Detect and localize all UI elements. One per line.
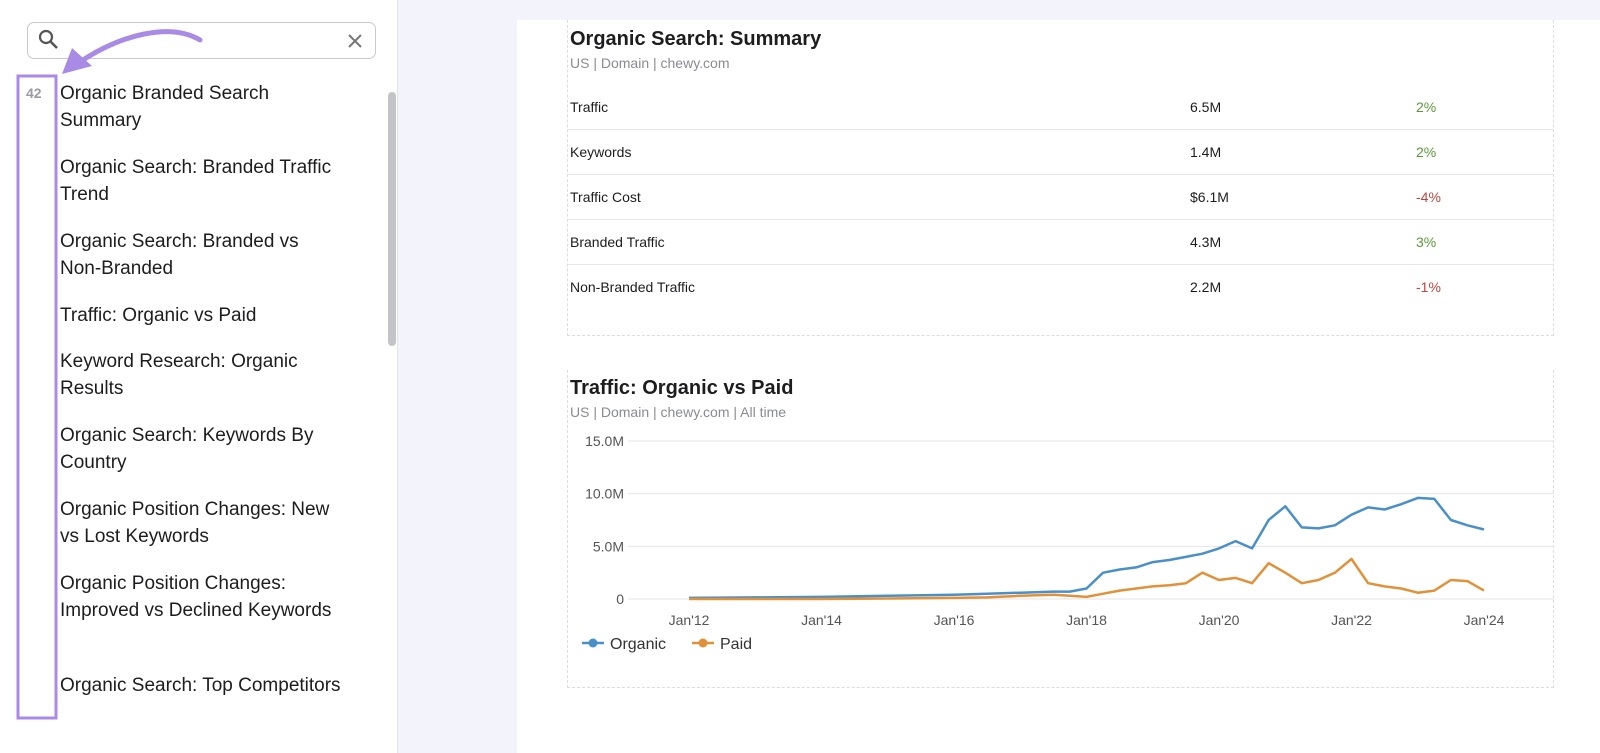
summary-title: Organic Search: Summary bbox=[570, 28, 822, 50]
menu-item[interactable]: Keyword Research: Organic Results bbox=[60, 351, 298, 399]
search-box[interactable] bbox=[27, 22, 376, 59]
y-tick-label: 10.0M bbox=[585, 486, 624, 502]
menu-item[interactable]: Traffic: Organic vs Paid bbox=[60, 305, 257, 326]
x-tick-label: Jan'22 bbox=[1331, 612, 1372, 628]
badge: 42 bbox=[26, 85, 42, 101]
x-tick-label: Jan'14 bbox=[801, 612, 842, 628]
search-icon bbox=[38, 29, 58, 49]
legend-label[interactable]: Paid bbox=[720, 636, 752, 653]
chart-title: Traffic: Organic vs Paid bbox=[570, 377, 794, 399]
value: $6.1M bbox=[1190, 189, 1229, 205]
menu-item[interactable]: Organic Search: Branded vs Non-Branded bbox=[60, 231, 299, 279]
y-tick-label: 0 bbox=[616, 591, 624, 607]
change: 2% bbox=[1416, 144, 1437, 160]
table-row: Non-Branded Traffic 2.2M -1% bbox=[568, 265, 1554, 310]
scrollbar[interactable] bbox=[388, 92, 396, 346]
value: 2.2M bbox=[1190, 279, 1222, 295]
series-line bbox=[688, 496, 1485, 600]
change: -4% bbox=[1416, 189, 1441, 205]
metric: Non-Branded Traffic bbox=[570, 279, 696, 295]
value: 1.4M bbox=[1190, 144, 1222, 160]
menu-item[interactable]: Organic Position Changes: New vs Lost Ke… bbox=[60, 499, 330, 547]
chart-subtitle: US | Domain | chewy.com | All time bbox=[570, 404, 787, 420]
report-area: Organic Search: Summary US | Domain | ch… bbox=[517, 20, 1600, 753]
value: 6.5M bbox=[1190, 99, 1222, 115]
metric: Traffic bbox=[570, 99, 609, 115]
summary-subtitle: US | Domain | chewy.com bbox=[570, 55, 730, 71]
summary-panel: Organic Search: Summary US | Domain | ch… bbox=[567, 20, 1554, 336]
metric: Branded Traffic bbox=[570, 234, 665, 250]
x-tick-label: Jan'24 bbox=[1464, 612, 1505, 628]
table-row: Traffic Cost $6.1M -4% bbox=[568, 175, 1554, 220]
table-row: Traffic 6.5M 2% bbox=[568, 85, 1554, 130]
y-tick-label: 15.0M bbox=[585, 433, 624, 449]
change: 3% bbox=[1416, 234, 1437, 250]
x-tick-label: Jan'16 bbox=[934, 612, 975, 628]
x-tick-label: Jan'18 bbox=[1066, 612, 1107, 628]
legend-label[interactable]: Organic bbox=[610, 636, 666, 653]
value: 4.3M bbox=[1190, 234, 1222, 250]
change: 2% bbox=[1416, 99, 1437, 115]
sidebar: 42 Organic Branded Search Summary Organic… bbox=[0, 0, 398, 753]
series-line bbox=[689, 557, 1485, 601]
menu-item[interactable]: Organic Branded Search Summary bbox=[60, 83, 270, 131]
chart-panel: Traffic: Organic vs Paid US | Domain | c… bbox=[567, 370, 1554, 688]
metric: Keywords bbox=[570, 144, 632, 160]
clear-icon[interactable] bbox=[346, 32, 364, 50]
metric: Traffic Cost bbox=[570, 189, 641, 205]
legend-marker bbox=[698, 638, 708, 648]
change: -1% bbox=[1416, 279, 1441, 295]
y-tick-label: 5.0M bbox=[593, 538, 624, 554]
table-row: Branded Traffic 4.3M 3% bbox=[568, 220, 1554, 265]
chart: 0 5.0M 10.0M 15.0M Jan'12 Jan'14 Jan'16 Jan'18 J… bbox=[582, 433, 1554, 653]
x-tick-label: Jan'12 bbox=[669, 612, 710, 628]
menu-item[interactable]: Organic Search: Top Competitors bbox=[60, 675, 341, 696]
menu-item[interactable]: Organic Search: Branded Traffic Trend bbox=[60, 157, 332, 205]
table-row: Keywords 1.4M 2% bbox=[568, 130, 1554, 175]
menu-item[interactable]: Organic Position Changes: Improved vs De… bbox=[60, 573, 332, 621]
legend-marker bbox=[588, 638, 598, 648]
menu-item[interactable]: Organic Search: Keywords By Country bbox=[60, 425, 314, 473]
x-tick-label: Jan'20 bbox=[1199, 612, 1240, 628]
